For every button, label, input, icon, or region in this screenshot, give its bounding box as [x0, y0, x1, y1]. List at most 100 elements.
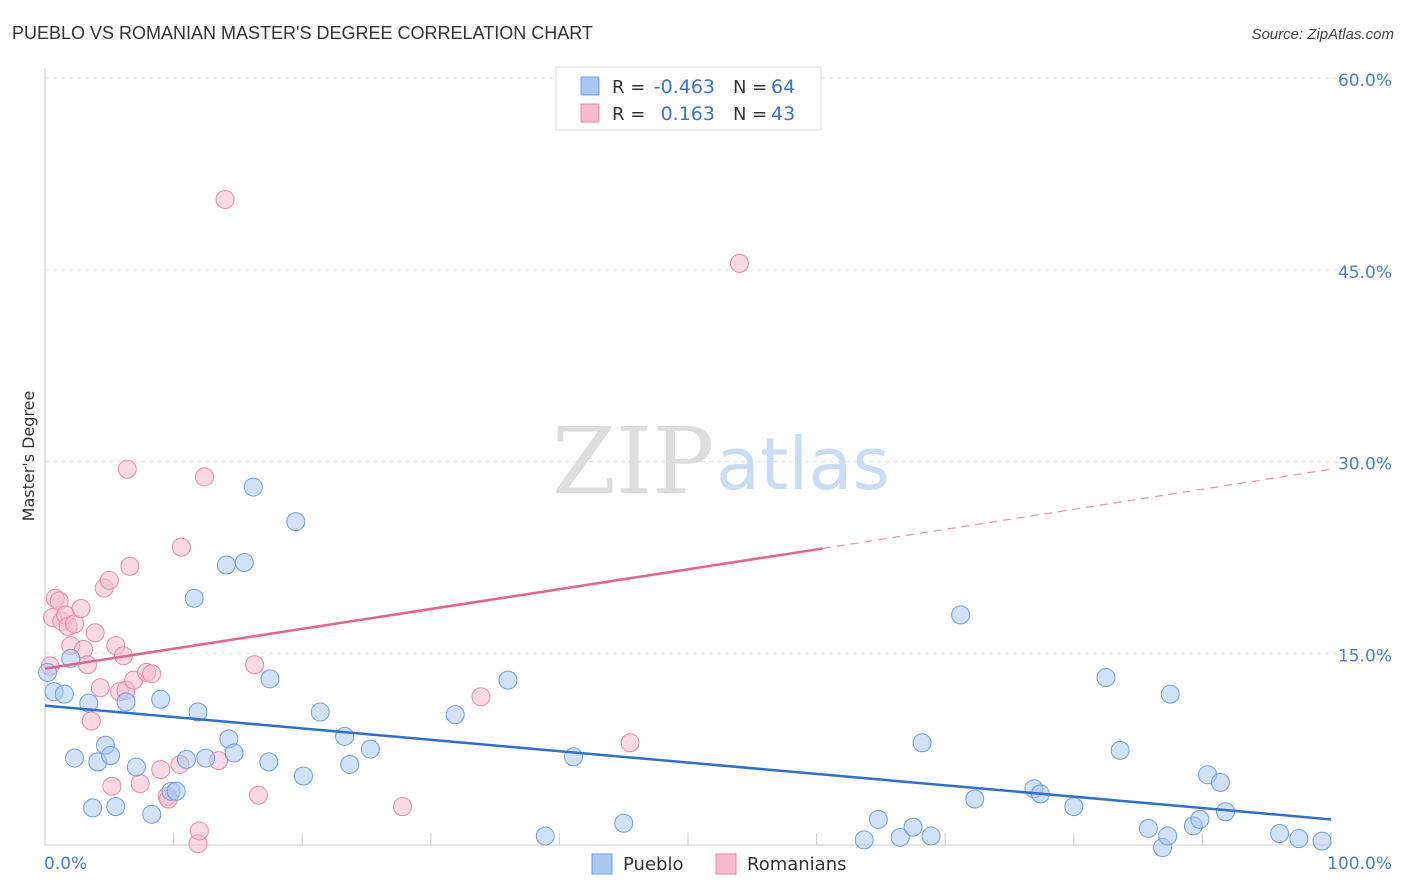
pueblo-point — [1210, 772, 1230, 792]
pueblo-point — [188, 702, 208, 722]
pueblo-point — [868, 809, 888, 829]
y-tick-label: 15.0% — [1338, 646, 1392, 666]
pueblo-point — [65, 748, 85, 768]
pueblo-point — [335, 726, 355, 746]
romanians-point — [77, 655, 97, 675]
pueblo-point — [116, 692, 136, 712]
pueblo-point — [310, 702, 330, 722]
pueblo-point — [106, 797, 126, 817]
pueblo-point — [83, 798, 103, 818]
romanians-trend-extension — [822, 468, 1332, 550]
romanians-point — [620, 733, 640, 753]
pueblo-point — [79, 693, 99, 713]
legend-bottom: Pueblo Romanians — [591, 853, 847, 875]
legend-n-label-romanians: N = — [733, 104, 767, 125]
pueblo-point — [176, 749, 196, 769]
legend-n-value-romanians: 43 — [771, 103, 795, 125]
romanians-point — [81, 711, 101, 731]
pueblo-point — [166, 781, 186, 801]
y-tick-label: 30.0% — [1338, 455, 1392, 475]
watermark-atlas: atlas — [716, 422, 890, 506]
romanians-point — [393, 797, 413, 817]
pueblo-point — [614, 813, 634, 833]
pueblo-point — [564, 747, 584, 767]
romanians-point — [471, 687, 491, 707]
legend-swatch-romanians — [580, 103, 600, 123]
romanians-point — [102, 776, 122, 796]
pueblo-point — [890, 827, 910, 847]
romanians-point — [189, 821, 209, 841]
x-tick-label: 100.0% — [1327, 854, 1392, 874]
romanians-point — [90, 678, 110, 698]
romanians-point — [248, 785, 268, 805]
romanians-point — [130, 774, 150, 794]
romanians-point — [117, 459, 137, 479]
pueblo-point — [184, 588, 204, 608]
legend-bottom-label-pueblo: Pueblo — [623, 854, 683, 875]
pueblo-point — [259, 752, 279, 772]
y-tick-label: 60.0% — [1338, 71, 1392, 91]
legend-top-box — [555, 66, 822, 131]
legend-r-value-pueblo: -0.463 — [654, 76, 715, 98]
pueblo-point — [360, 739, 380, 759]
pueblo-trend-line — [44, 704, 1332, 821]
legend-r-label-pueblo: R = — [612, 77, 645, 98]
chart-source: Source: ZipAtlas.com — [1251, 26, 1394, 43]
romanians-point — [215, 189, 235, 209]
pueblo-point — [854, 830, 874, 850]
watermark-zip: ZIP — [552, 408, 714, 515]
pueblo-point — [1289, 829, 1309, 849]
romanians-point — [120, 556, 140, 576]
romanians-point — [151, 760, 171, 780]
pueblo-point — [951, 605, 971, 625]
pueblo-point — [196, 748, 216, 768]
pueblo-point — [151, 689, 171, 709]
pueblo-point — [260, 669, 280, 689]
romanians-point — [99, 570, 119, 590]
legend-swatch-pueblo — [580, 76, 600, 96]
pueblo-point — [1064, 797, 1084, 817]
chart-title: PUEBLO VS ROMANIAN MASTER'S DEGREE CORRE… — [12, 23, 593, 43]
pueblo-point — [1158, 826, 1178, 846]
legend-bottom-swatch-romanians — [715, 853, 737, 875]
romanians-point — [171, 537, 191, 557]
pueblo-point — [243, 477, 263, 497]
pueblo-point — [54, 684, 74, 704]
romanians-point — [71, 599, 91, 619]
romanians-trend-line — [44, 547, 824, 670]
pueblo-point — [224, 743, 244, 763]
romanians-point — [729, 253, 749, 273]
pueblo-point — [216, 555, 236, 575]
y-tick-label: 45.0% — [1338, 263, 1392, 283]
pueblo-point — [1270, 823, 1290, 843]
pueblo-point — [965, 789, 985, 809]
pueblo-point — [1138, 818, 1158, 838]
legend-r-label-romanians: R = — [612, 104, 645, 125]
pueblo-point — [1096, 668, 1116, 688]
watermark: ZIP atlas — [552, 408, 890, 515]
pueblo-point — [498, 670, 518, 690]
legend-r-value-romanians: 0.163 — [661, 103, 715, 125]
y-axis-title: Master's Degree — [19, 391, 38, 522]
pueblo-point — [340, 754, 360, 774]
pueblo-point — [126, 757, 146, 777]
romanians-points — [40, 189, 749, 854]
pueblo-point — [445, 705, 465, 725]
pueblo-point — [286, 512, 306, 532]
legend-bottom-label-romanians: Romanians — [747, 854, 847, 875]
pueblo-point — [1190, 809, 1210, 829]
pueblo-point — [912, 733, 932, 753]
pueblo-point — [142, 804, 162, 824]
pueblo-point — [903, 817, 923, 837]
x-tick-label: 0.0% — [44, 854, 87, 874]
trend-lines — [44, 468, 1332, 821]
pueblo-point — [234, 552, 254, 572]
pueblo-point — [1110, 740, 1130, 760]
pueblo-point — [101, 746, 121, 766]
pueblo-points — [38, 477, 1332, 858]
romanians-point — [245, 655, 265, 675]
pueblo-point — [1160, 684, 1180, 704]
romanians-point — [194, 467, 214, 487]
